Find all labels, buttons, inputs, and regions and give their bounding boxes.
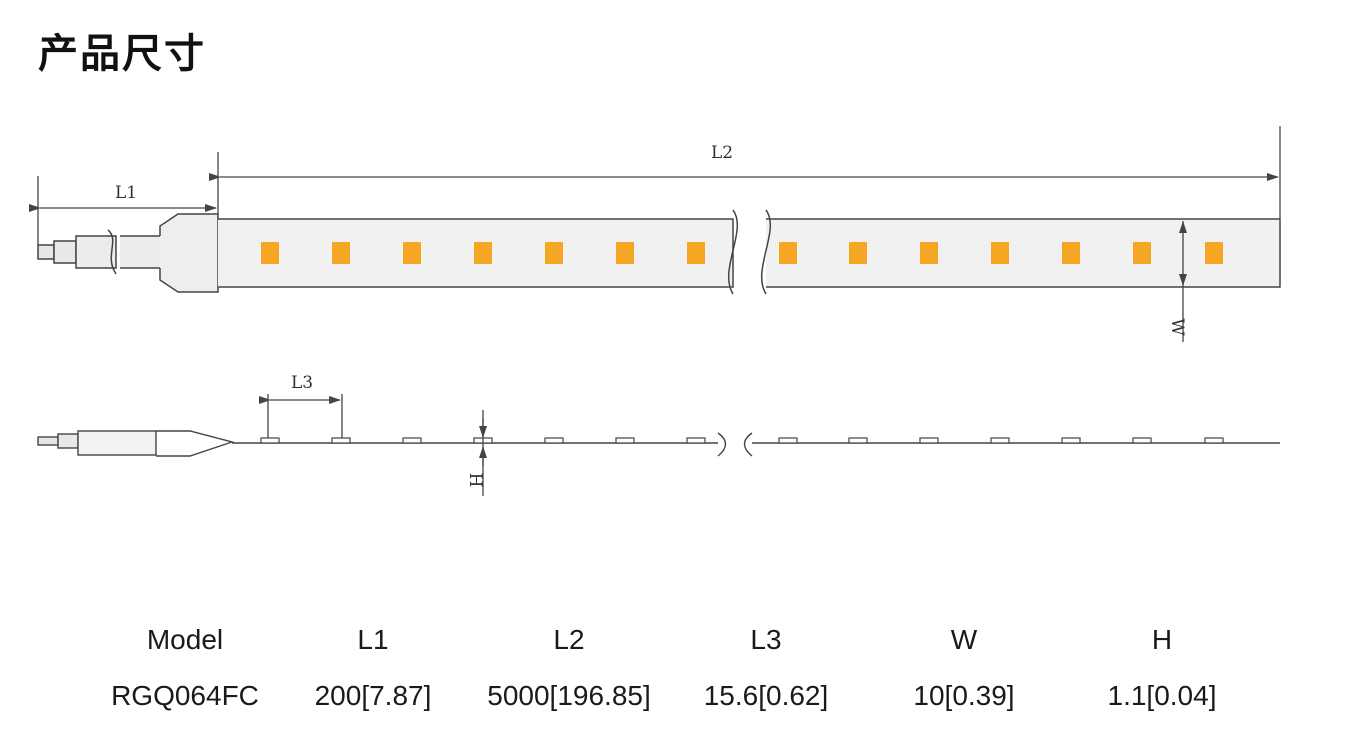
header-model: Model: [146, 624, 224, 655]
label-l3: L3: [291, 373, 313, 393]
dimension-l1: [29, 152, 219, 245]
label-l2: L2: [711, 143, 733, 163]
led-chip-top: [616, 242, 634, 264]
header-l2: L2: [553, 624, 585, 655]
cell-l2: 5000[196.85]: [487, 680, 651, 711]
led-chip-side: [331, 437, 351, 444]
side-view: [37, 430, 1280, 457]
led-chip-top: [849, 242, 867, 264]
led-chip-side: [1204, 437, 1224, 444]
led-chip-side: [260, 437, 280, 444]
spec-table-header-row: Model L1 L2 L3 W H: [95, 612, 1261, 668]
top-view: [37, 209, 1281, 295]
led-chip-top: [779, 242, 797, 264]
dimension-drawing: L1 L2 W L3 H: [29, 126, 1281, 496]
cell-h: 1.1[0.04]: [1107, 680, 1217, 711]
led-chip-top: [474, 242, 492, 264]
led-chip-top: [1133, 242, 1151, 264]
led-chip-side: [848, 437, 868, 444]
led-chip-top: [1205, 242, 1223, 264]
led-chip-side: [919, 437, 939, 444]
led-chip-top: [332, 242, 350, 264]
spec-table: Model L1 L2 L3 W H RGQ064FC 200[7.87] 50…: [95, 612, 1261, 724]
label-w: W: [1167, 318, 1187, 336]
led-chip-side: [402, 437, 422, 444]
table-row: RGQ064FC 200[7.87] 5000[196.85] 15.6[0.6…: [95, 668, 1261, 724]
led-chip-side: [544, 437, 564, 444]
page-title: 产品尺寸: [38, 31, 206, 77]
dimension-l3: [259, 394, 343, 438]
led-chip-side: [1132, 437, 1152, 444]
cell-l1: 200[7.87]: [314, 680, 432, 711]
led-chip-side: [778, 437, 798, 444]
dimension-l2: [209, 126, 1281, 219]
label-h: H: [465, 473, 485, 488]
led-chip-top: [545, 242, 563, 264]
header-l3: L3: [750, 624, 782, 655]
led-chip-side: [1061, 437, 1081, 444]
cell-l3: 15.6[0.62]: [703, 680, 829, 711]
led-chip-top: [261, 242, 279, 264]
led-row-side: [260, 437, 1224, 444]
led-row-top: [261, 242, 1223, 264]
cell-model: RGQ064FC: [111, 680, 259, 711]
label-l1: L1: [115, 183, 137, 203]
led-chip-top: [403, 242, 421, 264]
led-chip-top: [991, 242, 1009, 264]
led-chip-top: [1062, 242, 1080, 264]
led-chip-top: [687, 242, 705, 264]
led-chip-side: [686, 437, 706, 444]
cell-w: 10[0.39]: [913, 680, 1015, 711]
header-l1: L1: [357, 624, 389, 655]
led-chip-top: [920, 242, 938, 264]
led-chip-side: [615, 437, 635, 444]
header-w: W: [950, 624, 978, 655]
led-chip-side: [990, 437, 1010, 444]
header-h: H: [1151, 624, 1173, 655]
